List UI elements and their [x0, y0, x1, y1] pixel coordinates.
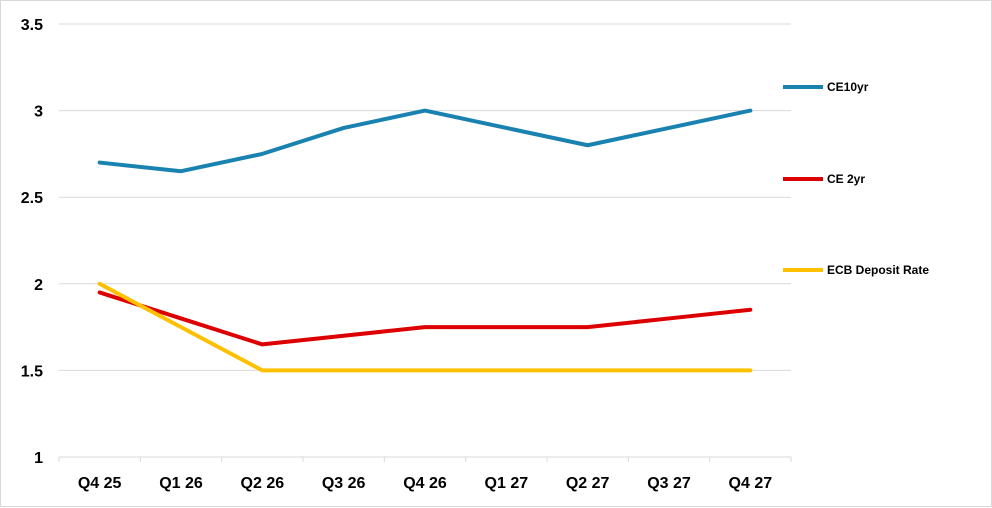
- legend-label: CE 2yr: [827, 172, 865, 186]
- x-tick-label: Q3 27: [647, 475, 691, 492]
- x-tick-label: Q4 25: [78, 475, 122, 492]
- series-line-1: [97, 290, 753, 347]
- axes: 1 1.5 2 2.5 3 3.5 Q4 25 Q1 26 Q2 26 Q3 26 Q4 26 Q1 …: [21, 17, 792, 492]
- x-tick-label: Q3 26: [322, 475, 366, 492]
- y-tick-label: 3.5: [21, 17, 43, 34]
- series-line-2: [97, 281, 753, 373]
- y-tick-label: 2.5: [21, 190, 43, 207]
- x-tick-label: Q4 27: [729, 475, 773, 492]
- y-tick-label: 2: [34, 277, 43, 294]
- legend-label: CE10yr: [827, 80, 869, 94]
- series-lines: [97, 108, 753, 373]
- y-tick-label: 3: [34, 104, 43, 121]
- x-tick-label: Q1 27: [485, 475, 529, 492]
- series-line-0: [97, 108, 753, 174]
- y-tick-label: 1.5: [21, 363, 43, 380]
- x-tick-label: Q2 27: [566, 475, 610, 492]
- legend: CE10yr CE 2yr ECB Deposit Rate: [783, 80, 929, 277]
- x-tick-label: Q4 26: [403, 475, 447, 492]
- x-tick-label: Q1 26: [159, 475, 203, 492]
- x-tick-label: Q2 26: [241, 475, 285, 492]
- legend-label: ECB Deposit Rate: [827, 263, 929, 277]
- y-tick-label: 1: [34, 450, 43, 467]
